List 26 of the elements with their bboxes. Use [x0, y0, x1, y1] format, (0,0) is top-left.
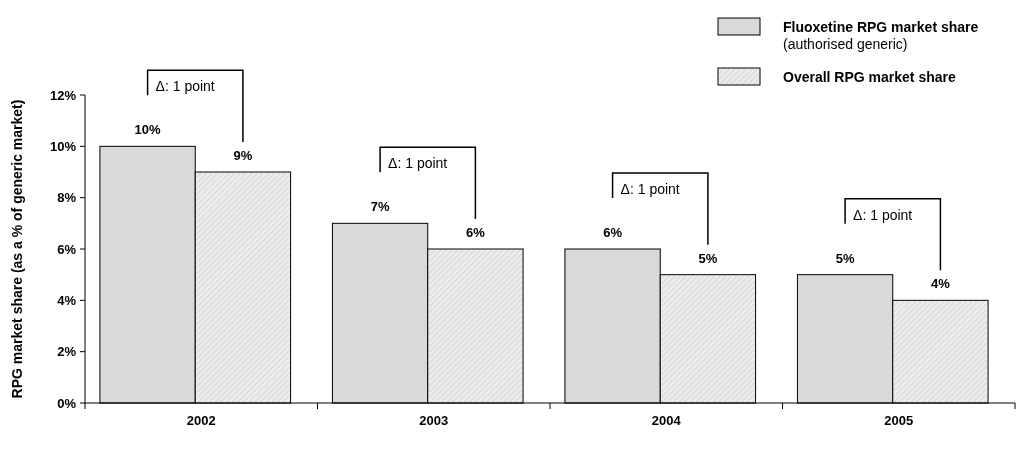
x-tick-label: 2005 [884, 413, 914, 428]
x-tick-label: 2003 [419, 413, 449, 428]
text: 6% [603, 225, 622, 240]
text: 9% [233, 148, 253, 163]
text: 4% [931, 276, 950, 292]
y-tick-label: 12% [49, 87, 77, 103]
y-tick-label: 4% [57, 292, 77, 308]
x-tick-label: 2002 [186, 413, 216, 428]
y-tick-label: 10% [49, 138, 77, 154]
annotation: Δ: 1 point [620, 181, 680, 197]
y-tick-label: 0% [57, 395, 77, 411]
legend-label: Fluoxetine RPG market share (authorised generic) [783, 19, 979, 52]
text: 5% [698, 250, 718, 266]
x-tick-label: 2004 [651, 413, 682, 428]
y-tick-label: 8% [57, 190, 77, 206]
y-tick-label: 6% [57, 241, 77, 257]
y-tick-label: 2% [57, 344, 77, 360]
legend-label: Overall RPG market share [783, 69, 956, 85]
text: 10% [134, 122, 161, 138]
text: 6% [466, 225, 485, 240]
text: 5% [835, 250, 855, 266]
text: 7% [370, 199, 390, 215]
annotation: Δ: 1 point [853, 206, 913, 223]
text: Δ: 1 point [155, 78, 215, 95]
y-axis-title: RPG market share (as a % of generic market) [9, 99, 25, 399]
annotation: Δ: 1 point [388, 155, 448, 172]
